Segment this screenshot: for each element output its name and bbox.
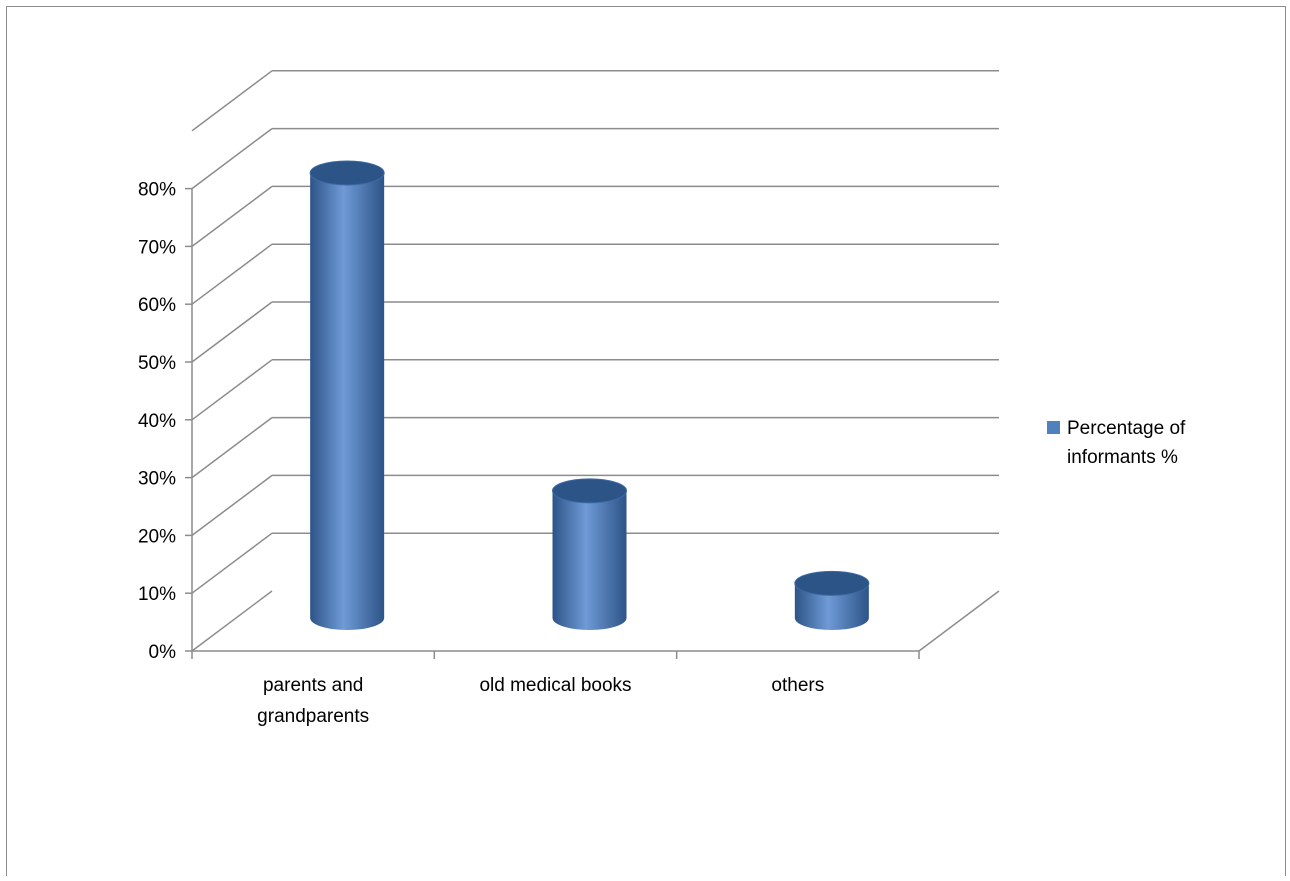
y-tick-label: 50% [138, 353, 176, 374]
y-tick-label: 30% [138, 469, 176, 490]
side-gridline [191, 243, 273, 305]
bar-top [309, 160, 385, 186]
side-gridline [191, 70, 273, 132]
side-gridline [191, 474, 273, 537]
bar-top [552, 478, 627, 504]
legend-label: Percentage of [1067, 418, 1186, 439]
chart-area: 0% 10% 20% 30% 40% 50% 60% 70% 80% parents and gra… [6, 6, 1286, 876]
chart-walls [191, 70, 1000, 652]
bar-body [310, 172, 385, 630]
y-tick-label: 60% [138, 295, 176, 316]
y-tick-label: 10% [138, 584, 176, 605]
side-gridline [191, 301, 273, 363]
bar-body [794, 583, 869, 630]
bar [552, 478, 627, 630]
x-tick-label: old medical books [479, 675, 631, 696]
side-gridline [191, 590, 273, 652]
legend-label: informants % [1067, 447, 1178, 468]
legend: Percentage of informants % [1047, 418, 1186, 468]
x-tick-label: parents and [263, 675, 363, 696]
floor-edge [918, 590, 1000, 652]
y-tick-label: 0% [149, 642, 177, 663]
y-tick-label: 20% [138, 526, 176, 547]
chart-svg: 0% 10% 20% 30% 40% 50% 60% 70% 80% parents and gra… [138, 70, 1186, 727]
side-gridline [191, 359, 273, 421]
legend-swatch [1047, 421, 1060, 434]
x-tick-label: others [771, 675, 824, 696]
bar [309, 160, 385, 630]
bar [794, 570, 870, 630]
side-gridline [191, 532, 273, 594]
y-tick-label: 40% [138, 411, 176, 432]
y-tick-label: 70% [138, 237, 176, 258]
side-gridline [191, 417, 273, 479]
bar-top [794, 570, 870, 596]
y-tick-label: 80% [138, 180, 176, 201]
bar-body [552, 490, 627, 630]
axis-group: 0% 10% 20% 30% 40% 50% 60% 70% 80% parents and gra… [138, 180, 920, 727]
bars-group [309, 160, 870, 630]
x-tick-label: grandparents [257, 706, 369, 727]
side-gridline [191, 185, 273, 247]
side-gridline [191, 127, 273, 190]
